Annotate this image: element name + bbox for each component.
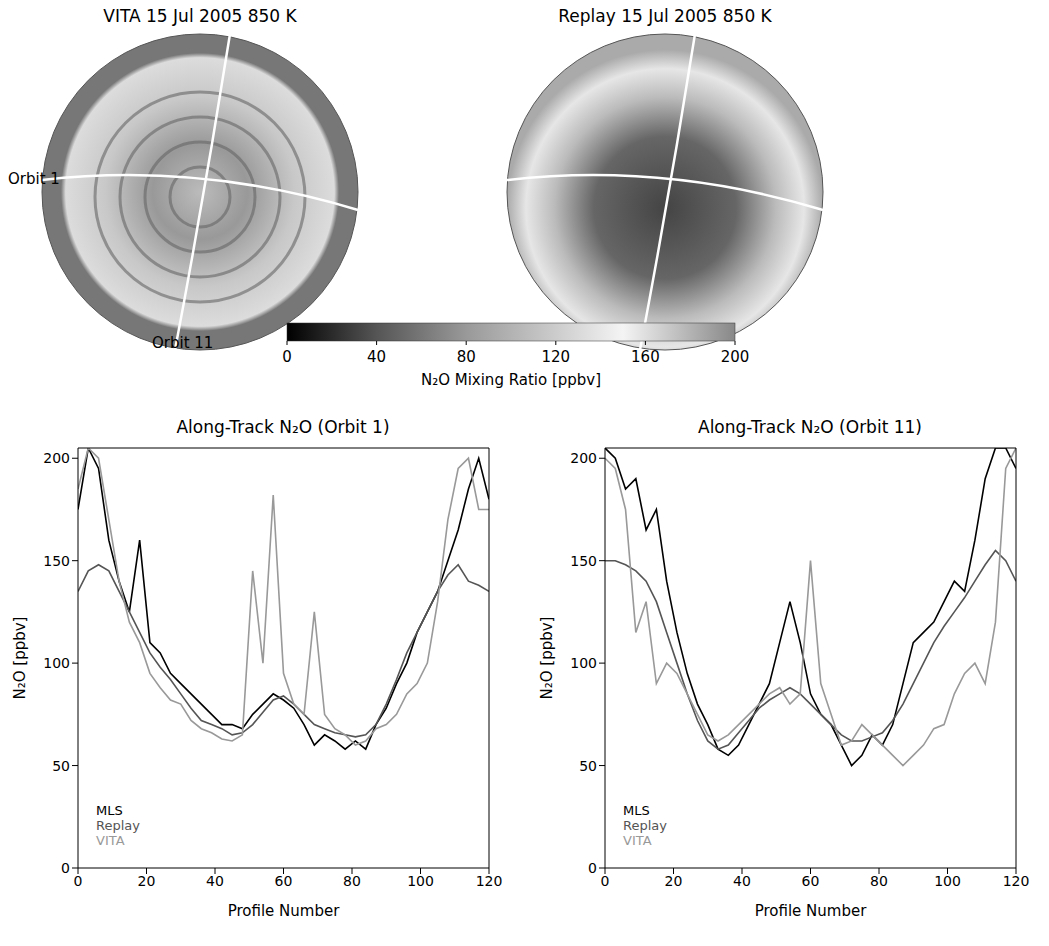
svg-text:120: 120 bbox=[476, 873, 503, 889]
html-text:MLS: MLS bbox=[623, 803, 650, 818]
svg-text:50: 50 bbox=[52, 758, 70, 774]
svg-text:100: 100 bbox=[43, 655, 70, 671]
svg-text:50: 50 bbox=[579, 758, 597, 774]
html-text:VITA: VITA bbox=[623, 833, 652, 848]
svg-text:60: 60 bbox=[275, 873, 293, 889]
svg-text:40: 40 bbox=[367, 348, 386, 366]
svg-text:120: 120 bbox=[1003, 873, 1030, 889]
svg-text:0: 0 bbox=[61, 860, 70, 876]
svg-text:160: 160 bbox=[631, 348, 660, 366]
svg-text:20: 20 bbox=[665, 873, 683, 889]
svg-text:100: 100 bbox=[570, 655, 597, 671]
svg-text:150: 150 bbox=[43, 553, 70, 569]
svg-text:Orbit 1: Orbit 1 bbox=[8, 170, 60, 188]
svg-text:100: 100 bbox=[934, 873, 961, 889]
html-text:Along-Track N₂O (Orbit 1): Along-Track N₂O (Orbit 1) bbox=[176, 417, 390, 437]
svg-text:200: 200 bbox=[43, 450, 70, 466]
svg-text:150: 150 bbox=[570, 553, 597, 569]
svg-text:200: 200 bbox=[721, 348, 750, 366]
svg-text:VITA 15 Jul 2005 850 K: VITA 15 Jul 2005 850 K bbox=[103, 6, 297, 26]
html-text:Along-Track N₂O (Orbit 11): Along-Track N₂O (Orbit 11) bbox=[698, 417, 922, 437]
svg-text:120: 120 bbox=[541, 348, 570, 366]
svg-text:Profile Number: Profile Number bbox=[228, 902, 340, 920]
svg-text:80: 80 bbox=[343, 873, 361, 889]
svg-text:Profile Number: Profile Number bbox=[755, 902, 867, 920]
svg-text:N₂O Mixing Ratio [ppbv]: N₂O Mixing Ratio [ppbv] bbox=[421, 371, 601, 389]
svg-text:Replay 15 Jul 2005 850 K: Replay 15 Jul 2005 850 K bbox=[558, 6, 772, 26]
svg-text:0: 0 bbox=[282, 348, 292, 366]
svg-text:20: 20 bbox=[138, 873, 156, 889]
svg-text:40: 40 bbox=[733, 873, 751, 889]
svg-text:N₂O [ppbv]: N₂O [ppbv] bbox=[11, 617, 29, 700]
svg-text:0: 0 bbox=[588, 860, 597, 876]
svg-text:100: 100 bbox=[407, 873, 434, 889]
html-text:Replay: Replay bbox=[96, 818, 140, 833]
svg-text:200: 200 bbox=[570, 450, 597, 466]
svg-text:0: 0 bbox=[74, 873, 83, 889]
html-text:Replay: Replay bbox=[623, 818, 667, 833]
svg-text:60: 60 bbox=[802, 873, 820, 889]
svg-text:N₂O [ppbv]: N₂O [ppbv] bbox=[538, 617, 556, 700]
svg-text:Orbit 11: Orbit 11 bbox=[152, 334, 213, 352]
svg-text:80: 80 bbox=[870, 873, 888, 889]
svg-text:0: 0 bbox=[601, 873, 610, 889]
html-text:MLS: MLS bbox=[96, 803, 123, 818]
svg-text:40: 40 bbox=[206, 873, 224, 889]
html-text:VITA: VITA bbox=[96, 833, 125, 848]
svg-text:80: 80 bbox=[457, 348, 476, 366]
